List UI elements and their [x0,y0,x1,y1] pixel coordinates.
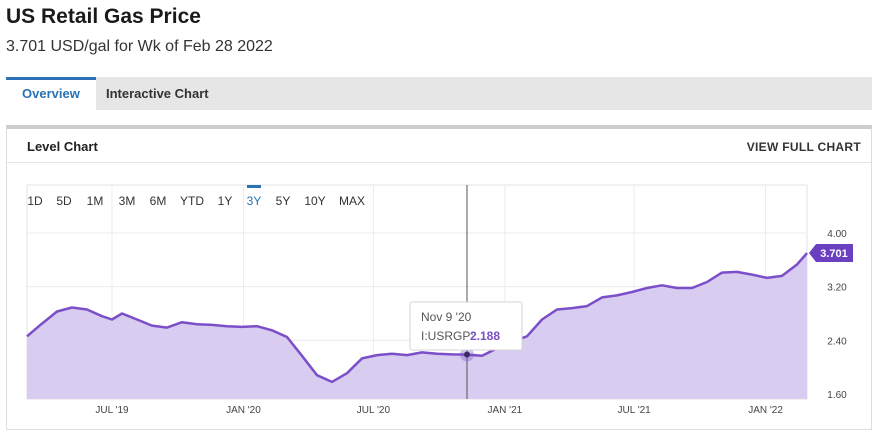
tooltip-box [409,301,523,351]
view-full-chart-link[interactable]: VIEW FULL CHART [746,140,861,154]
panel-title: Level Chart [27,139,98,154]
last-value-badge [809,244,853,263]
series-area [27,253,807,399]
x-tick-label: JAN '21 [488,405,523,416]
x-tick-label: JAN '20 [226,405,261,416]
range-button-5d[interactable]: 5D [56,194,72,208]
range-button-ytd[interactable]: YTD [180,194,204,208]
series-line [26,252,808,384]
y-tick-label: 4.00 [827,229,847,240]
range-button-1d[interactable]: 1D [27,194,43,208]
tab-overview[interactable]: Overview [6,77,96,110]
range-button-5y[interactable]: 5Y [276,194,291,208]
tooltip-value: 2.188 [470,329,500,343]
tooltip-date: Nov 9 '20 [421,310,472,324]
tab-bar: Overview Interactive Chart [6,77,872,110]
y-tick-label: 1.60 [827,390,847,401]
range-active-indicator [247,185,261,188]
last-value-label: 3.701 [820,248,848,260]
page-title: US Retail Gas Price [6,5,201,28]
y-tick-label: 3.20 [827,283,847,294]
x-tick-label: JUL '21 [618,405,652,416]
x-tick-label: JAN '22 [748,405,783,416]
price-subtitle: 3.701 USD/gal for Wk of Feb 28 2022 [6,38,273,55]
range-button-max[interactable]: MAX [339,194,365,208]
y-tick-label: 2.40 [827,336,847,347]
range-button-10y[interactable]: 10Y [304,194,325,208]
x-tick-label: JUL '19 [95,405,129,416]
range-button-6m[interactable]: 6M [150,194,167,208]
level-chart[interactable]: JUL '19 JAN '20 JUL '20 JAN '21 JUL '21 JAN '… [7,129,871,430]
range-button-1m[interactable]: 1M [87,194,104,208]
tab-interactive-chart[interactable]: Interactive Chart [106,86,209,101]
hover-point [464,351,470,358]
x-tick-label: JUL '20 [357,405,391,416]
range-button-1y[interactable]: 1Y [218,194,233,208]
panel-header: Level Chart VIEW FULL CHART [7,129,871,163]
level-chart-panel: Level Chart VIEW FULL CHART JUL '19 JAN '… [6,125,872,430]
range-button-3y[interactable]: 3Y [247,194,262,208]
range-button-3m[interactable]: 3M [119,194,136,208]
tooltip-series-label: I:USRGP: [421,329,474,343]
